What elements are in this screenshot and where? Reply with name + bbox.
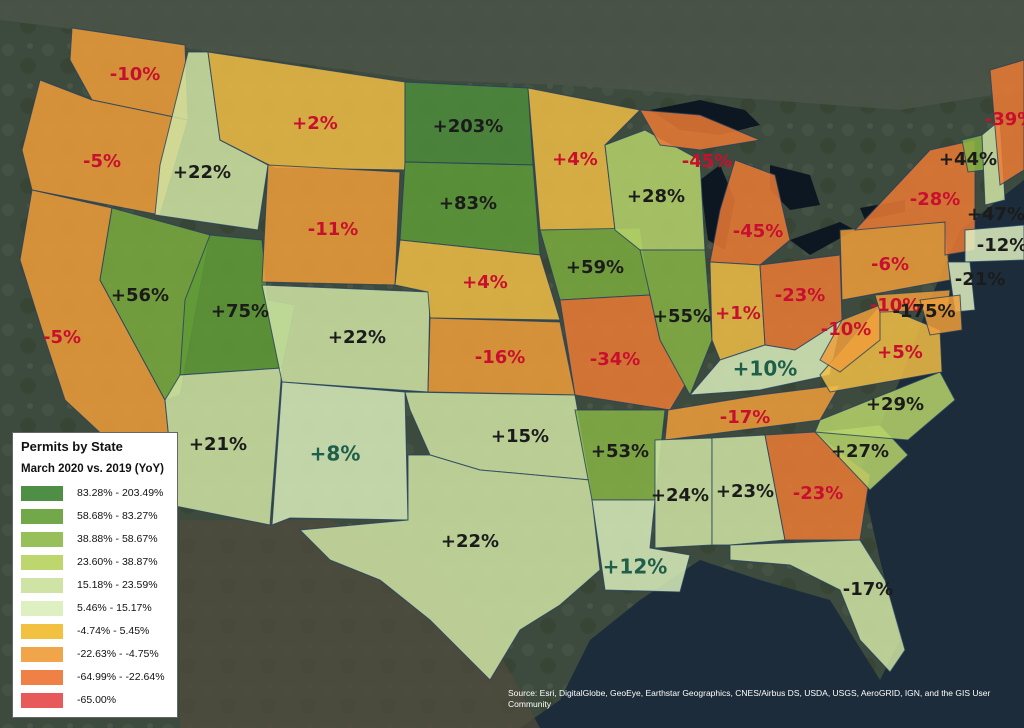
state-label-nh: +47% bbox=[967, 204, 1024, 225]
state-label-nj: -21% bbox=[955, 269, 1006, 290]
state-ky bbox=[688, 318, 843, 396]
legend-swatch bbox=[21, 692, 63, 708]
state-label-wy: -11% bbox=[308, 219, 359, 240]
state-label-fl: -17% bbox=[843, 579, 894, 600]
legend-row: 5.46% - 15.17% bbox=[21, 600, 152, 616]
state-label-tx: +22% bbox=[441, 531, 499, 552]
state-label-ok: +15% bbox=[491, 426, 549, 447]
legend-row: -64.99% - -22.64% bbox=[21, 669, 165, 685]
legend-subtitle: March 2020 vs. 2019 (YoY) bbox=[21, 463, 164, 475]
state-label-mt: +2% bbox=[292, 113, 338, 134]
mexico-land bbox=[180, 520, 540, 728]
legend-row: 23.60% - 38.87% bbox=[21, 554, 158, 570]
legend-swatch bbox=[21, 531, 63, 547]
legend-range-label: 83.28% - 203.49% bbox=[77, 487, 164, 499]
state-de bbox=[919, 294, 963, 336]
state-label-ks: -16% bbox=[475, 347, 526, 368]
state-label-ky: +10% bbox=[733, 357, 798, 381]
legend-range-label: -4.74% - 5.45% bbox=[77, 625, 150, 637]
state-label-mi-u: -45% bbox=[682, 151, 733, 172]
legend-range-label: 5.46% - 15.17% bbox=[77, 602, 152, 614]
legend-swatch bbox=[21, 623, 63, 639]
state-label-pa: -6% bbox=[871, 254, 909, 275]
state-label-or: -5% bbox=[83, 151, 121, 172]
legend-row: -22.63% - -4.75% bbox=[21, 646, 159, 662]
state-label-vt: +44% bbox=[939, 149, 997, 170]
state-label-md: -10% bbox=[870, 295, 921, 316]
state-label-ia: +59% bbox=[566, 257, 624, 278]
state-tn bbox=[664, 384, 841, 441]
state-label-me: -39% bbox=[985, 109, 1024, 130]
state-label-oh: -23% bbox=[775, 285, 826, 306]
state-label-nm: +8% bbox=[310, 442, 361, 466]
state-label-la: +12% bbox=[603, 555, 668, 579]
state-label-tn: -17% bbox=[720, 407, 771, 428]
legend-row: 38.88% - 58.67% bbox=[21, 531, 158, 547]
state-nm bbox=[271, 381, 409, 526]
state-ma bbox=[964, 224, 1024, 263]
lake-erie bbox=[790, 222, 855, 255]
state-label-ut: +75% bbox=[211, 301, 269, 322]
state-fl bbox=[729, 539, 906, 673]
legend-row: 83.28% - 203.49% bbox=[21, 485, 163, 501]
state-label-il: +55% bbox=[653, 306, 711, 327]
legend-range-label: 15.18% - 23.59% bbox=[77, 579, 158, 591]
legend-swatch bbox=[21, 646, 63, 662]
legend-range-label: -22.63% - -4.75% bbox=[77, 648, 159, 660]
state-label-mo: -34% bbox=[590, 349, 641, 370]
state-label-ne: +4% bbox=[462, 272, 508, 293]
state-label-ga: -23% bbox=[793, 483, 844, 504]
legend-swatch bbox=[21, 600, 63, 616]
state-label-va: +5% bbox=[877, 342, 923, 363]
state-label-id: +22% bbox=[173, 162, 231, 183]
map-attribution: Source: Esri, DigitalGlobe, GeoEye, Eart… bbox=[508, 688, 991, 709]
state-label-ar: +53% bbox=[591, 441, 649, 462]
legend-range-label: 23.60% - 38.87% bbox=[77, 556, 158, 568]
state-label-sc: +27% bbox=[831, 441, 889, 462]
state-label-az: +21% bbox=[189, 434, 247, 455]
legend-range-label: 38.88% - 58.67% bbox=[77, 533, 158, 545]
state-tx bbox=[298, 454, 601, 681]
state-label-in: +1% bbox=[715, 303, 761, 324]
state-mi-u bbox=[639, 109, 762, 151]
legend-range-label: -64.99% - -22.64% bbox=[77, 671, 165, 683]
state-al bbox=[711, 434, 786, 546]
legend-swatch bbox=[21, 508, 63, 524]
legend-swatch bbox=[21, 577, 63, 593]
state-label-nv: +56% bbox=[111, 285, 169, 306]
lake-huron bbox=[770, 165, 820, 210]
legend-range-label: 58.68% - 83.27% bbox=[77, 510, 158, 522]
state-label-mn: +4% bbox=[552, 149, 598, 170]
state-label-co: +22% bbox=[328, 327, 386, 348]
state-label-al: +23% bbox=[716, 481, 774, 502]
state-label-nd: +203% bbox=[433, 116, 504, 137]
state-label-ms: +24% bbox=[651, 485, 709, 506]
legend-row: 58.68% - 83.27% bbox=[21, 508, 158, 524]
state-me bbox=[989, 59, 1024, 186]
state-label-ma: -12% bbox=[977, 235, 1024, 256]
state-label-nc: +29% bbox=[866, 394, 924, 415]
state-label-mi: -45% bbox=[733, 221, 784, 242]
map-legend: Permits by State March 2020 vs. 2019 (Yo… bbox=[12, 432, 178, 718]
state-label-wi: +28% bbox=[627, 186, 685, 207]
legend-row: -4.74% - 5.45% bbox=[21, 623, 149, 639]
legend-swatch bbox=[21, 554, 63, 570]
canada-land bbox=[0, 0, 1024, 110]
state-label-ny: -28% bbox=[910, 189, 961, 210]
state-label-sd: +83% bbox=[439, 193, 497, 214]
state-label-wv: -10% bbox=[821, 319, 872, 340]
legend-swatch bbox=[21, 485, 63, 501]
state-wv bbox=[819, 304, 881, 373]
legend-swatch bbox=[21, 669, 63, 685]
state-label-ca: -5% bbox=[43, 327, 81, 348]
state-nc bbox=[814, 371, 956, 441]
legend-row: -65.00% bbox=[21, 692, 116, 708]
legend-row: 15.18% - 23.59% bbox=[21, 577, 158, 593]
state-label-de: -175% bbox=[892, 301, 955, 322]
legend-range-label: -65.00% bbox=[77, 694, 117, 706]
legend-title: Permits by State bbox=[21, 439, 123, 454]
state-label-wa: -10% bbox=[110, 64, 161, 85]
